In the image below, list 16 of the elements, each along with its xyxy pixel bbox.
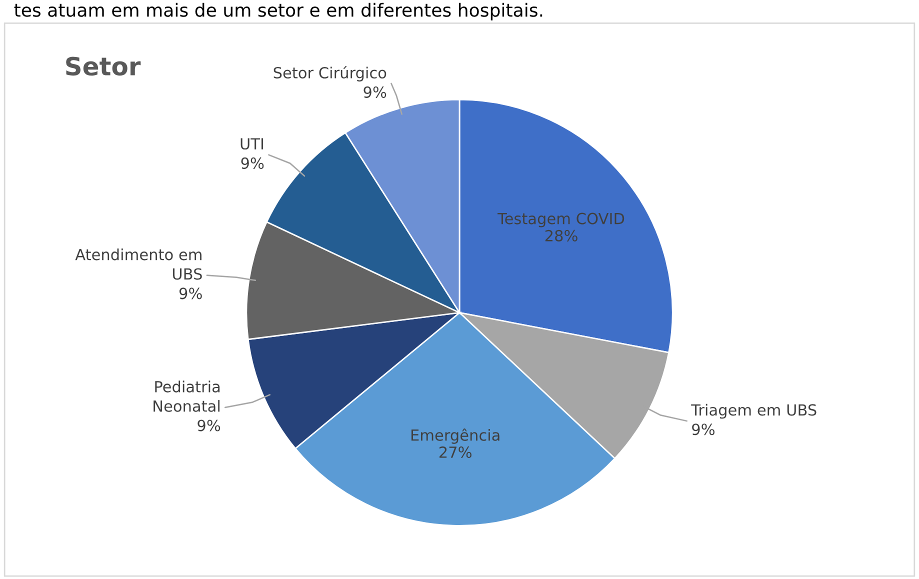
slice-label: Atendimento em UBS (75, 248, 202, 280)
data-label: 9% (364, 86, 386, 98)
slice-label: Pediatria Neonatal (154, 380, 220, 412)
slice-label: Triagem em UBS (691, 404, 816, 419)
slice-label: UTI (240, 138, 264, 150)
slice-label: Testagem COVID (498, 212, 624, 228)
chart-title: Setor (66, 56, 141, 76)
data-label: 9% (241, 157, 264, 169)
slice-label: Emergência (411, 428, 500, 444)
data-label: 28% (545, 230, 578, 242)
slice-label: Setor Cirúrgico (274, 66, 386, 82)
text: tes atuam em mais de um setor e em diferentes hospitais. (14, 2, 542, 20)
data-label: 9% (198, 420, 220, 432)
data-label: 9% (179, 288, 202, 300)
data-label: 9% (692, 424, 715, 436)
data-label: 27% (439, 446, 472, 458)
